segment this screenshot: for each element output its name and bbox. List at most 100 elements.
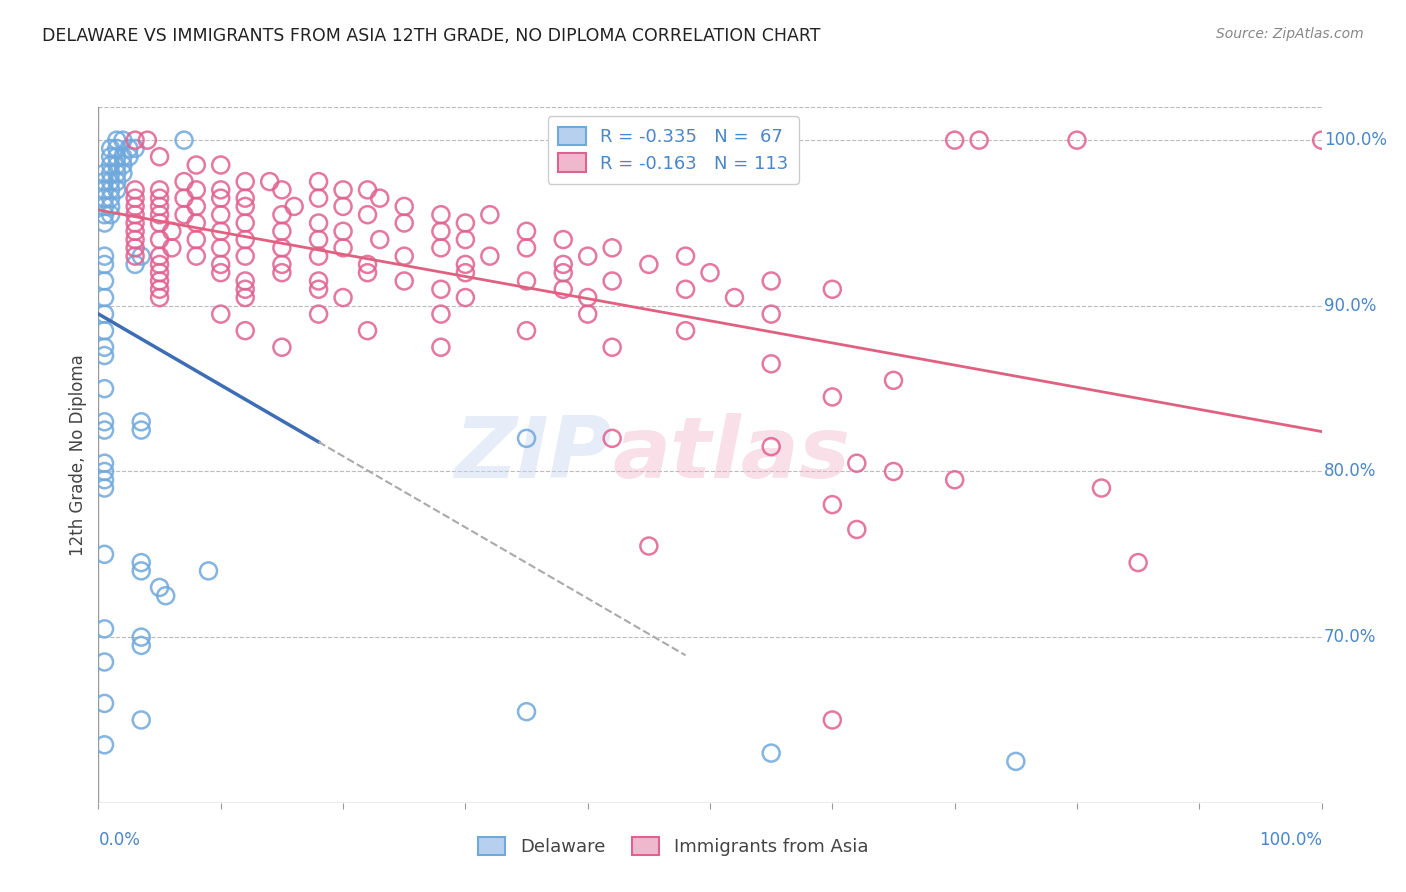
Point xyxy=(209,266,232,280)
Point xyxy=(129,564,152,578)
Point xyxy=(270,257,294,271)
Text: atlas: atlas xyxy=(612,413,851,497)
Point xyxy=(124,257,146,271)
Point xyxy=(149,291,172,305)
Point xyxy=(93,349,115,363)
Text: 100.0%: 100.0% xyxy=(1324,131,1388,149)
Point xyxy=(600,340,623,354)
Point xyxy=(149,266,172,280)
Point xyxy=(93,340,115,354)
Text: ZIP: ZIP xyxy=(454,413,612,497)
Point xyxy=(553,266,575,280)
Point xyxy=(821,390,844,404)
Point xyxy=(186,183,208,197)
Point xyxy=(111,158,134,172)
Point xyxy=(173,133,195,147)
Point xyxy=(149,191,172,205)
Point xyxy=(308,249,330,263)
Point xyxy=(93,208,115,222)
Point xyxy=(308,274,330,288)
Point xyxy=(124,141,146,155)
Point xyxy=(699,266,721,280)
Point xyxy=(553,233,575,247)
Point xyxy=(149,183,172,197)
Point xyxy=(149,249,172,263)
Point xyxy=(967,133,990,147)
Point xyxy=(637,539,661,553)
Point xyxy=(883,373,905,387)
Point xyxy=(129,423,152,437)
Point xyxy=(149,199,172,213)
Point xyxy=(308,175,330,189)
Point xyxy=(368,233,391,247)
Point xyxy=(124,216,146,230)
Point xyxy=(186,249,208,263)
Point xyxy=(1066,133,1088,147)
Point xyxy=(675,282,697,296)
Point xyxy=(356,183,378,197)
Point xyxy=(149,233,172,247)
Point xyxy=(943,473,966,487)
Point xyxy=(105,183,128,197)
Point xyxy=(186,158,208,172)
Point xyxy=(233,291,256,305)
Point xyxy=(100,166,122,180)
Point xyxy=(93,175,115,189)
Point xyxy=(93,697,115,711)
Point xyxy=(600,274,623,288)
Text: 100.0%: 100.0% xyxy=(1258,830,1322,848)
Point xyxy=(430,282,453,296)
Point xyxy=(356,208,378,222)
Text: 90.0%: 90.0% xyxy=(1324,297,1376,315)
Point xyxy=(516,705,538,719)
Point xyxy=(553,282,575,296)
Point xyxy=(516,241,538,255)
Point xyxy=(160,241,183,255)
Point xyxy=(637,257,661,271)
Point xyxy=(124,183,146,197)
Point xyxy=(93,324,115,338)
Point xyxy=(100,208,122,222)
Point xyxy=(270,224,294,238)
Point xyxy=(111,166,134,180)
Point xyxy=(430,307,453,321)
Point xyxy=(173,208,195,222)
Point xyxy=(454,216,477,230)
Point xyxy=(883,465,905,479)
Point xyxy=(430,208,453,222)
Point xyxy=(308,216,330,230)
Point xyxy=(454,291,477,305)
Point xyxy=(100,141,122,155)
Point xyxy=(233,216,256,230)
Point xyxy=(118,141,141,155)
Point xyxy=(392,249,416,263)
Point xyxy=(124,224,146,238)
Point xyxy=(332,241,354,255)
Point xyxy=(93,291,115,305)
Point xyxy=(129,713,152,727)
Point xyxy=(124,249,146,263)
Point xyxy=(149,581,172,595)
Point xyxy=(93,738,115,752)
Point xyxy=(118,150,141,164)
Point xyxy=(1090,481,1112,495)
Text: DELAWARE VS IMMIGRANTS FROM ASIA 12TH GRADE, NO DIPLOMA CORRELATION CHART: DELAWARE VS IMMIGRANTS FROM ASIA 12TH GR… xyxy=(42,27,821,45)
Point xyxy=(553,257,575,271)
Point xyxy=(478,208,501,222)
Point xyxy=(332,291,354,305)
Point xyxy=(821,498,844,512)
Point xyxy=(105,166,128,180)
Point xyxy=(149,282,172,296)
Point xyxy=(105,133,128,147)
Point xyxy=(308,307,330,321)
Point xyxy=(93,655,115,669)
Point xyxy=(129,639,152,653)
Point xyxy=(129,249,152,263)
Point xyxy=(149,208,172,222)
Legend: Delaware, Immigrants from Asia: Delaware, Immigrants from Asia xyxy=(471,830,876,863)
Point xyxy=(259,175,281,189)
Point xyxy=(124,233,146,247)
Point xyxy=(209,191,232,205)
Point xyxy=(478,249,501,263)
Point xyxy=(209,183,232,197)
